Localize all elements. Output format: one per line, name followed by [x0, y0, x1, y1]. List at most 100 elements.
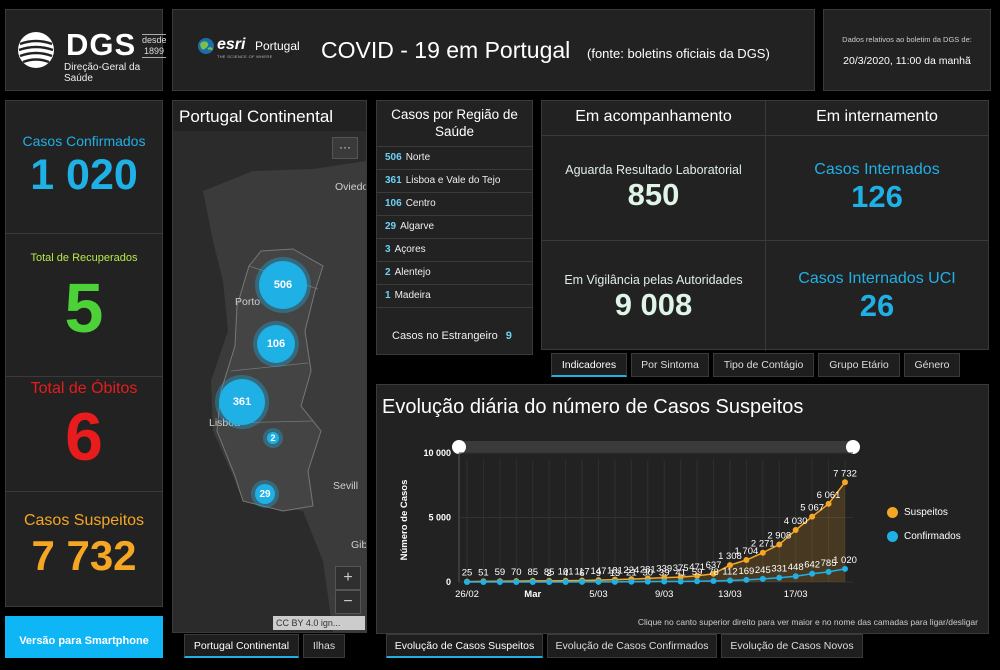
- tab-evolucao-novos[interactable]: Evolução de Casos Novos: [721, 634, 863, 658]
- tab-por-sintoma[interactable]: Por Sintoma: [631, 353, 709, 377]
- data-label-suspeitos: 51: [478, 567, 489, 578]
- region-row[interactable]: 361 Lisboa e Vale do Tejo: [377, 169, 532, 192]
- stat-confirmed: Casos Confirmados 1 020: [6, 101, 162, 233]
- tab-portugal-continental[interactable]: Portugal Continental: [184, 634, 299, 658]
- indicator-label: Em Vigilância pelas Autoridades: [564, 273, 743, 287]
- region-row[interactable]: 1 Madeira: [377, 284, 532, 307]
- region-row[interactable]: 106 Centro: [377, 192, 532, 215]
- data-point-confirmados: [759, 575, 766, 582]
- data-point-suspeitos: [710, 570, 717, 577]
- data-point-suspeitos: [694, 572, 701, 579]
- cluster-centro[interactable]: 106: [257, 325, 295, 363]
- esri-tagline: THE SCIENCE OF WHERE: [217, 54, 273, 59]
- x-tick-label: 5/03: [589, 589, 608, 600]
- stat-label: Casos Confirmados: [22, 133, 146, 149]
- data-label-confirmados: 30: [642, 568, 653, 579]
- zoom-in-button[interactable]: +: [335, 566, 361, 590]
- data-label-confirmados: 9: [596, 568, 601, 579]
- range-slider-track[interactable]: [459, 441, 853, 453]
- map-canvas[interactable]: Oviedo Porto Lisboa Sevill Gib 506 106 3…: [173, 131, 366, 632]
- divider: [542, 240, 988, 241]
- place-label-oviedo: Oviedo: [335, 181, 367, 193]
- tab-tipo-contagio[interactable]: Tipo de Contágio: [713, 353, 814, 377]
- region-row[interactable]: 3 Açores: [377, 238, 532, 261]
- data-label-suspeitos: 281: [640, 564, 656, 575]
- indicator-value: 9 008: [614, 287, 693, 322]
- legend-suspeitos[interactable]: Suspeitos: [887, 507, 948, 518]
- data-label-confirmados: 169: [738, 566, 754, 577]
- x-tick-labels: 26/02 Mar 5/03 9/03 13/03 17/03: [455, 589, 807, 600]
- y-tick-labels: 0 5 000 10 000: [423, 448, 451, 587]
- data-point-confirmados: [595, 578, 602, 585]
- map-attribution[interactable]: CC BY 4.0 ign...: [273, 616, 365, 630]
- stat-suspected: Casos Suspeitos 7 732: [6, 491, 162, 607]
- y-tick-label: 5 000: [428, 513, 451, 523]
- region-row[interactable]: 2 Alentejo: [377, 261, 532, 284]
- data-point-confirmados: [496, 579, 503, 585]
- data-label-confirmados: 41: [675, 567, 686, 578]
- zoom-out-button[interactable]: −: [335, 590, 361, 614]
- stat-recovered: Total de Recuperados 5: [6, 233, 162, 376]
- region-list-title: Casos por Região de Saúde: [391, 107, 518, 139]
- indicators-col2-title: Em internamento: [766, 101, 988, 136]
- dgs-logo-icon: [18, 32, 54, 68]
- data-point-suspeitos: [825, 500, 832, 507]
- cluster-algarve[interactable]: 29: [255, 484, 275, 504]
- data-point-confirmados: [529, 579, 536, 585]
- chart-grid: [459, 452, 853, 583]
- chart-note: Clique no canto superior direito para ve…: [637, 617, 978, 627]
- region-row[interactable]: 29 Algarve: [377, 215, 532, 238]
- data-label-suspeitos: 375: [673, 563, 689, 574]
- abroad-cases: Casos no Estrangeiro 9: [392, 330, 512, 342]
- place-label-sevilla: Sevill: [333, 480, 359, 492]
- region-row[interactable]: 506 Norte: [377, 146, 532, 169]
- data-point-confirmados: [694, 578, 701, 585]
- y-axis-label: Número de Casos: [399, 480, 410, 561]
- tab-evolucao-suspeitos[interactable]: Evolução de Casos Suspeitos: [386, 634, 543, 658]
- data-label-suspeitos: 637: [706, 560, 722, 571]
- cluster-norte[interactable]: 506: [259, 261, 307, 309]
- legend-dot: [887, 507, 898, 518]
- data-point-confirmados: [628, 578, 635, 585]
- region-row-divider: [377, 307, 532, 308]
- data-point-suspeitos: [759, 549, 766, 556]
- data-point-confirmados: [611, 578, 618, 585]
- data-point-confirmados: [792, 573, 799, 580]
- data-point-confirmados: [464, 579, 470, 585]
- tab-evolucao-confirmados[interactable]: Evolução de Casos Confirmados: [547, 634, 717, 658]
- data-point-suspeitos: [776, 541, 783, 548]
- data-point-suspeitos: [842, 479, 848, 486]
- data-point-suspeitos: [677, 574, 684, 581]
- data-point-confirmados: [825, 568, 832, 575]
- date-value: 20/3/2020, 11:00 da manhã: [843, 55, 971, 67]
- data-label-confirmados: 245: [755, 565, 771, 576]
- stat-value: 6: [65, 399, 103, 475]
- data-label-suspeitos: 181: [607, 566, 623, 577]
- data-label-suspeitos: 2 908: [767, 530, 791, 541]
- cluster-alentejo[interactable]: 2: [267, 432, 279, 444]
- cluster-lisboa[interactable]: 361: [219, 379, 265, 425]
- data-label-suspeitos: 147: [591, 566, 607, 577]
- page-source: (fonte: boletins oficiais da DGS): [587, 46, 770, 61]
- range-slider-handle-right[interactable]: [846, 440, 860, 454]
- tab-genero[interactable]: Género: [904, 353, 960, 377]
- ellipsis-icon[interactable]: ···: [332, 137, 358, 159]
- stat-label: Total de Recuperados: [30, 252, 138, 264]
- tab-ilhas[interactable]: Ilhas: [303, 634, 345, 658]
- x-tick-label: Mar: [524, 589, 541, 600]
- tab-indicadores[interactable]: Indicadores: [551, 353, 627, 377]
- data-point-suspeitos: [792, 527, 799, 534]
- data-label-confirmados: 1 020: [833, 555, 857, 566]
- legend-confirmados[interactable]: Confirmados: [887, 531, 961, 542]
- smartphone-version-button[interactable]: Versão para Smartphone: [5, 616, 163, 658]
- data-label-suspeitos: 59: [495, 567, 506, 578]
- dgs-org-name: Direção-Geral da Saúde: [64, 62, 141, 84]
- data-label-suspeitos: 7 732: [833, 468, 857, 479]
- data-label-confirmados: 642: [804, 560, 820, 571]
- range-slider-handle-left[interactable]: [452, 440, 466, 454]
- tab-grupo-etario[interactable]: Grupo Etário: [818, 353, 900, 377]
- data-label-suspeitos: 101: [558, 567, 574, 578]
- map-title: Portugal Continental: [179, 107, 334, 126]
- globe-icon: [198, 38, 214, 54]
